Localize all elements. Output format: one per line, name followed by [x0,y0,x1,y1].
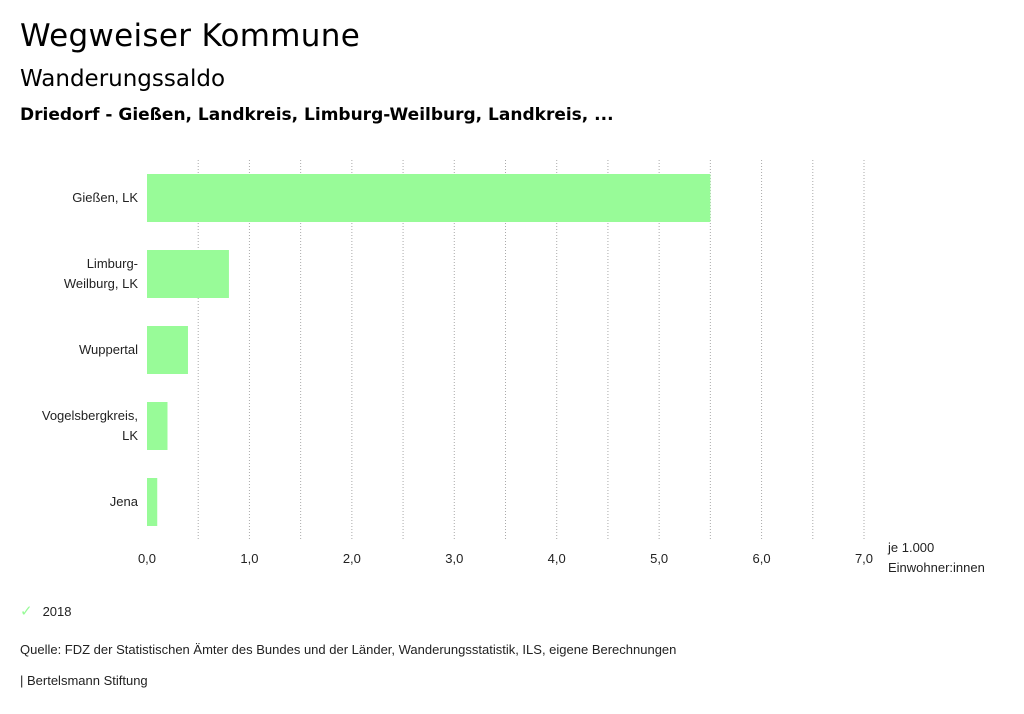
unit-label-line: Einwohner:innen [888,560,985,575]
tick-label: 5,0 [650,551,668,566]
category-labels: Gießen, LK Limburg- Weilburg, LK Wuppertal V… [42,190,139,509]
category-label-line: Weilburg, LK [64,276,139,291]
category-label-line: Jena [110,494,139,509]
bar-0 [147,174,711,222]
category-label-line: Wuppertal [79,342,138,357]
unit-label-line: je 1.000 [887,540,934,555]
category-label-line: LK [122,428,138,443]
tick-label: 2,0 [343,551,361,566]
category-label: Vogelsbergkreis, LK [42,408,138,443]
x-axis-tick-labels: 0,0 1,0 2,0 3,0 4,0 5,0 6,0 7,0 [138,551,873,566]
category-label: Jena [110,494,139,509]
source-note: Quelle: FDZ der Statistischen Ämter des … [20,642,677,657]
x-axis-unit-label: je 1.000 Einwohner:innen [887,540,985,575]
page-title: Wegweiser Kommune [20,18,361,54]
region-selection-title: Driedorf - Gießen, Landkreis, Limburg-We… [20,105,614,125]
bars [147,174,711,526]
chart-subtitle: Wanderungssaldo [20,66,226,92]
tick-label: 1,0 [240,551,258,566]
tick-label: 4,0 [548,551,566,566]
bar-2 [147,326,188,374]
category-label-line: Vogelsbergkreis, [42,408,138,423]
tick-label: 6,0 [753,551,771,566]
category-label-line: Limburg- [87,256,138,271]
credit-note: | Bertelsmann Stiftung [20,673,148,688]
bar-4 [147,478,158,526]
grid-lines [197,160,865,540]
tick-label: 7,0 [855,551,873,566]
bar-1 [147,250,229,298]
bar-3 [147,402,168,450]
category-label: Gießen, LK [72,190,138,205]
category-label: Wuppertal [79,342,138,357]
legend-item-2018[interactable]: ✓ 2018 [20,602,72,620]
category-label: Limburg- Weilburg, LK [64,256,139,291]
tick-label: 3,0 [445,551,463,566]
category-label-line: Gießen, LK [72,190,138,205]
tick-label: 0,0 [138,551,156,566]
check-icon: ✓ [20,602,33,620]
legend-label: 2018 [42,603,72,619]
